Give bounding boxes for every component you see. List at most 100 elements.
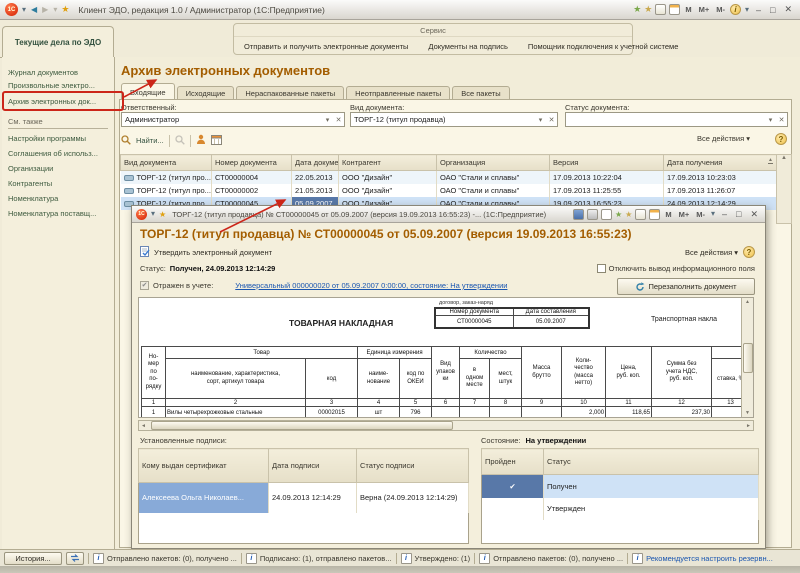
- forward-icon[interactable]: ▶: [42, 4, 49, 14]
- table-scrollbar[interactable]: ▲: [776, 154, 792, 224]
- memory-mplus-button[interactable]: M+: [698, 5, 710, 14]
- state-row-received[interactable]: ✔ Получен: [481, 474, 759, 498]
- maximize-button[interactable]: □: [770, 4, 776, 15]
- print-icon[interactable]: [587, 208, 598, 220]
- signature-row[interactable]: Алексеева Ольга Николаев... 24.09.2013 1…: [138, 482, 469, 513]
- tab-all-packages[interactable]: Все пакеты: [452, 86, 510, 100]
- scrollbar-thumb[interactable]: [742, 342, 753, 373]
- col-passed[interactable]: Пройден: [481, 448, 544, 475]
- print-preview-icon[interactable]: [601, 208, 612, 220]
- doc-kind-combobox[interactable]: ТОРГ-12 (титул продавца) ▾ ✕: [350, 112, 558, 127]
- tab-unpacked-packages[interactable]: Нераспакованные пакеты: [236, 86, 345, 100]
- info-dropdown-icon[interactable]: ▾: [744, 4, 749, 14]
- sync-button[interactable]: [66, 551, 84, 565]
- calculator-icon[interactable]: [635, 208, 647, 220]
- memory-mminus-button[interactable]: M-: [696, 209, 705, 219]
- table-row[interactable]: ТОРГ-12 (титул про... СТ00000004 22.05.20…: [120, 170, 777, 184]
- sidebar-item-settings[interactable]: Настройки программы: [8, 134, 87, 143]
- chevron-down-icon[interactable]: ▾: [768, 116, 773, 124]
- col-doc-date[interactable]: Дата документа: [291, 154, 339, 171]
- close-button[interactable]: ✕: [784, 4, 792, 14]
- calculator-icon[interactable]: [655, 4, 667, 15]
- favorites-list-icon[interactable]: ★: [644, 4, 653, 14]
- more-icon[interactable]: ▾: [710, 209, 715, 218]
- tab-outgoing[interactable]: Исходящие: [176, 86, 235, 100]
- find-button[interactable]: Найти...: [136, 136, 164, 145]
- col-counterparty[interactable]: Контрагент: [338, 154, 437, 171]
- search-icon[interactable]: [121, 134, 131, 147]
- dialog-minimize-button[interactable]: –: [722, 209, 728, 219]
- sidebar-item-supplier-nomenclature[interactable]: Номенклатура поставщ...: [8, 209, 97, 218]
- all-actions-button[interactable]: Все действия ▾: [697, 134, 751, 143]
- favorites-icon[interactable]: ★: [159, 209, 167, 219]
- dialog-help-button[interactable]: ?: [743, 246, 755, 258]
- send-receive-documents-button[interactable]: Отправить и получить электронные докумен…: [244, 41, 409, 51]
- status-message[interactable]: i Утверждено: (1): [400, 552, 470, 564]
- state-row-approved[interactable]: Утвержден: [481, 497, 759, 521]
- add-favorite-icon[interactable]: ★: [615, 209, 623, 219]
- chevron-down-icon[interactable]: ▾: [538, 116, 543, 124]
- col-sign-date[interactable]: Дата подписи: [268, 448, 357, 483]
- sidebar-item-journal[interactable]: Журнал документов: [8, 68, 79, 77]
- main-menu-button[interactable]: ▾: [22, 4, 27, 14]
- favorites-list-icon[interactable]: ★: [625, 209, 633, 219]
- col-received-date[interactable]: Дата получения ▲: [663, 154, 777, 171]
- set-period-icon[interactable]: [210, 134, 222, 147]
- sidebar-item-agreements[interactable]: Соглашения об использ...: [8, 149, 98, 158]
- sidebar-item-arbitrary-docs[interactable]: Произвольные электро...: [8, 81, 95, 90]
- col-doc-kind[interactable]: Вид документа: [120, 154, 212, 171]
- clear-icon[interactable]: ✕: [548, 116, 555, 124]
- help-button[interactable]: ?: [775, 133, 787, 145]
- status-message[interactable]: i Подписано: (1), отправлено пакетов...: [245, 552, 392, 564]
- tab-current-edo-tasks[interactable]: Текущие дела по ЭДО: [2, 26, 114, 57]
- minimize-button[interactable]: –: [756, 4, 762, 15]
- dialog-maximize-button[interactable]: □: [736, 209, 742, 219]
- memory-m-button[interactable]: M: [685, 5, 692, 14]
- sidebar-item-archive[interactable]: Архив электронных док...: [8, 97, 97, 106]
- favorites-icon[interactable]: ★: [61, 4, 70, 14]
- calendar-icon[interactable]: [649, 208, 661, 220]
- col-sign-status[interactable]: Статус подписи: [356, 448, 469, 483]
- memory-mplus-button[interactable]: M+: [678, 209, 690, 219]
- info-icon[interactable]: i: [729, 4, 741, 15]
- col-certificate[interactable]: Кому выдан сертификат: [138, 448, 269, 483]
- cancel-search-icon[interactable]: [175, 134, 185, 147]
- connection-assistant-button[interactable]: Помощник подключения к учетной системе: [527, 41, 679, 51]
- status-message[interactable]: i Отправлено пакетов: (0), получено ...: [93, 552, 237, 564]
- sidebar-item-nomenclature[interactable]: Номенклатура: [8, 194, 59, 203]
- responsible-combobox[interactable]: Администратор ▾ ✕: [121, 112, 345, 127]
- clear-icon[interactable]: ✕: [335, 116, 342, 124]
- doc-status-combobox[interactable]: ▾ ✕: [565, 112, 788, 127]
- approve-document-button[interactable]: Утвердить электронный документ: [154, 248, 273, 257]
- col-doc-number[interactable]: Номер документа: [211, 154, 292, 171]
- col-version[interactable]: Версия: [549, 154, 664, 171]
- preview-horizontal-scrollbar[interactable]: ◄ ►: [138, 420, 754, 431]
- responsible-icon[interactable]: [196, 134, 206, 147]
- save-icon[interactable]: [573, 208, 584, 220]
- accounting-document-link[interactable]: Универсальный 000000020 от 05.09.2007 0:…: [235, 281, 508, 290]
- calendar-icon[interactable]: [669, 4, 681, 15]
- dialog-menu-button[interactable]: ▾: [151, 209, 156, 218]
- preview-vertical-scrollbar[interactable]: ▲ ▼: [741, 298, 753, 417]
- scrollbar-thumb[interactable]: [150, 421, 453, 430]
- memory-mminus-button[interactable]: M-: [716, 5, 725, 14]
- back-icon[interactable]: ◀: [31, 4, 38, 14]
- col-status[interactable]: Статус: [543, 448, 759, 475]
- sidebar-item-organizations[interactable]: Организации: [8, 164, 54, 173]
- status-message[interactable]: i Отправлено пакетов: (0), получено ...: [479, 552, 623, 564]
- chevron-down-icon[interactable]: ▾: [325, 116, 330, 124]
- col-organization[interactable]: Организация: [436, 154, 550, 171]
- document-preview[interactable]: договор, заказ-наряд ТОВАРНАЯ НАКЛАДНАЯ …: [138, 297, 754, 418]
- disable-info-checkbox[interactable]: [596, 264, 606, 273]
- history-dropdown-icon[interactable]: ▾: [53, 4, 58, 14]
- memory-m-button[interactable]: M: [665, 209, 672, 219]
- documents-to-sign-button[interactable]: Документы на подпись: [428, 41, 508, 51]
- table-row[interactable]: ТОРГ-12 (титул про... СТ00000002 21.05.20…: [120, 184, 777, 197]
- status-message-link[interactable]: i Рекомендуется настроить резервн...: [632, 552, 773, 564]
- tab-unsent-packages[interactable]: Неотправленные пакеты: [346, 86, 451, 100]
- tab-incoming[interactable]: Входящие: [121, 83, 175, 100]
- sidebar-item-counterparties[interactable]: Контрагенты: [8, 179, 53, 188]
- history-button[interactable]: История...: [4, 551, 62, 565]
- refill-document-button[interactable]: Перезаполнить документ: [617, 278, 755, 295]
- clear-icon[interactable]: ✕: [778, 116, 785, 124]
